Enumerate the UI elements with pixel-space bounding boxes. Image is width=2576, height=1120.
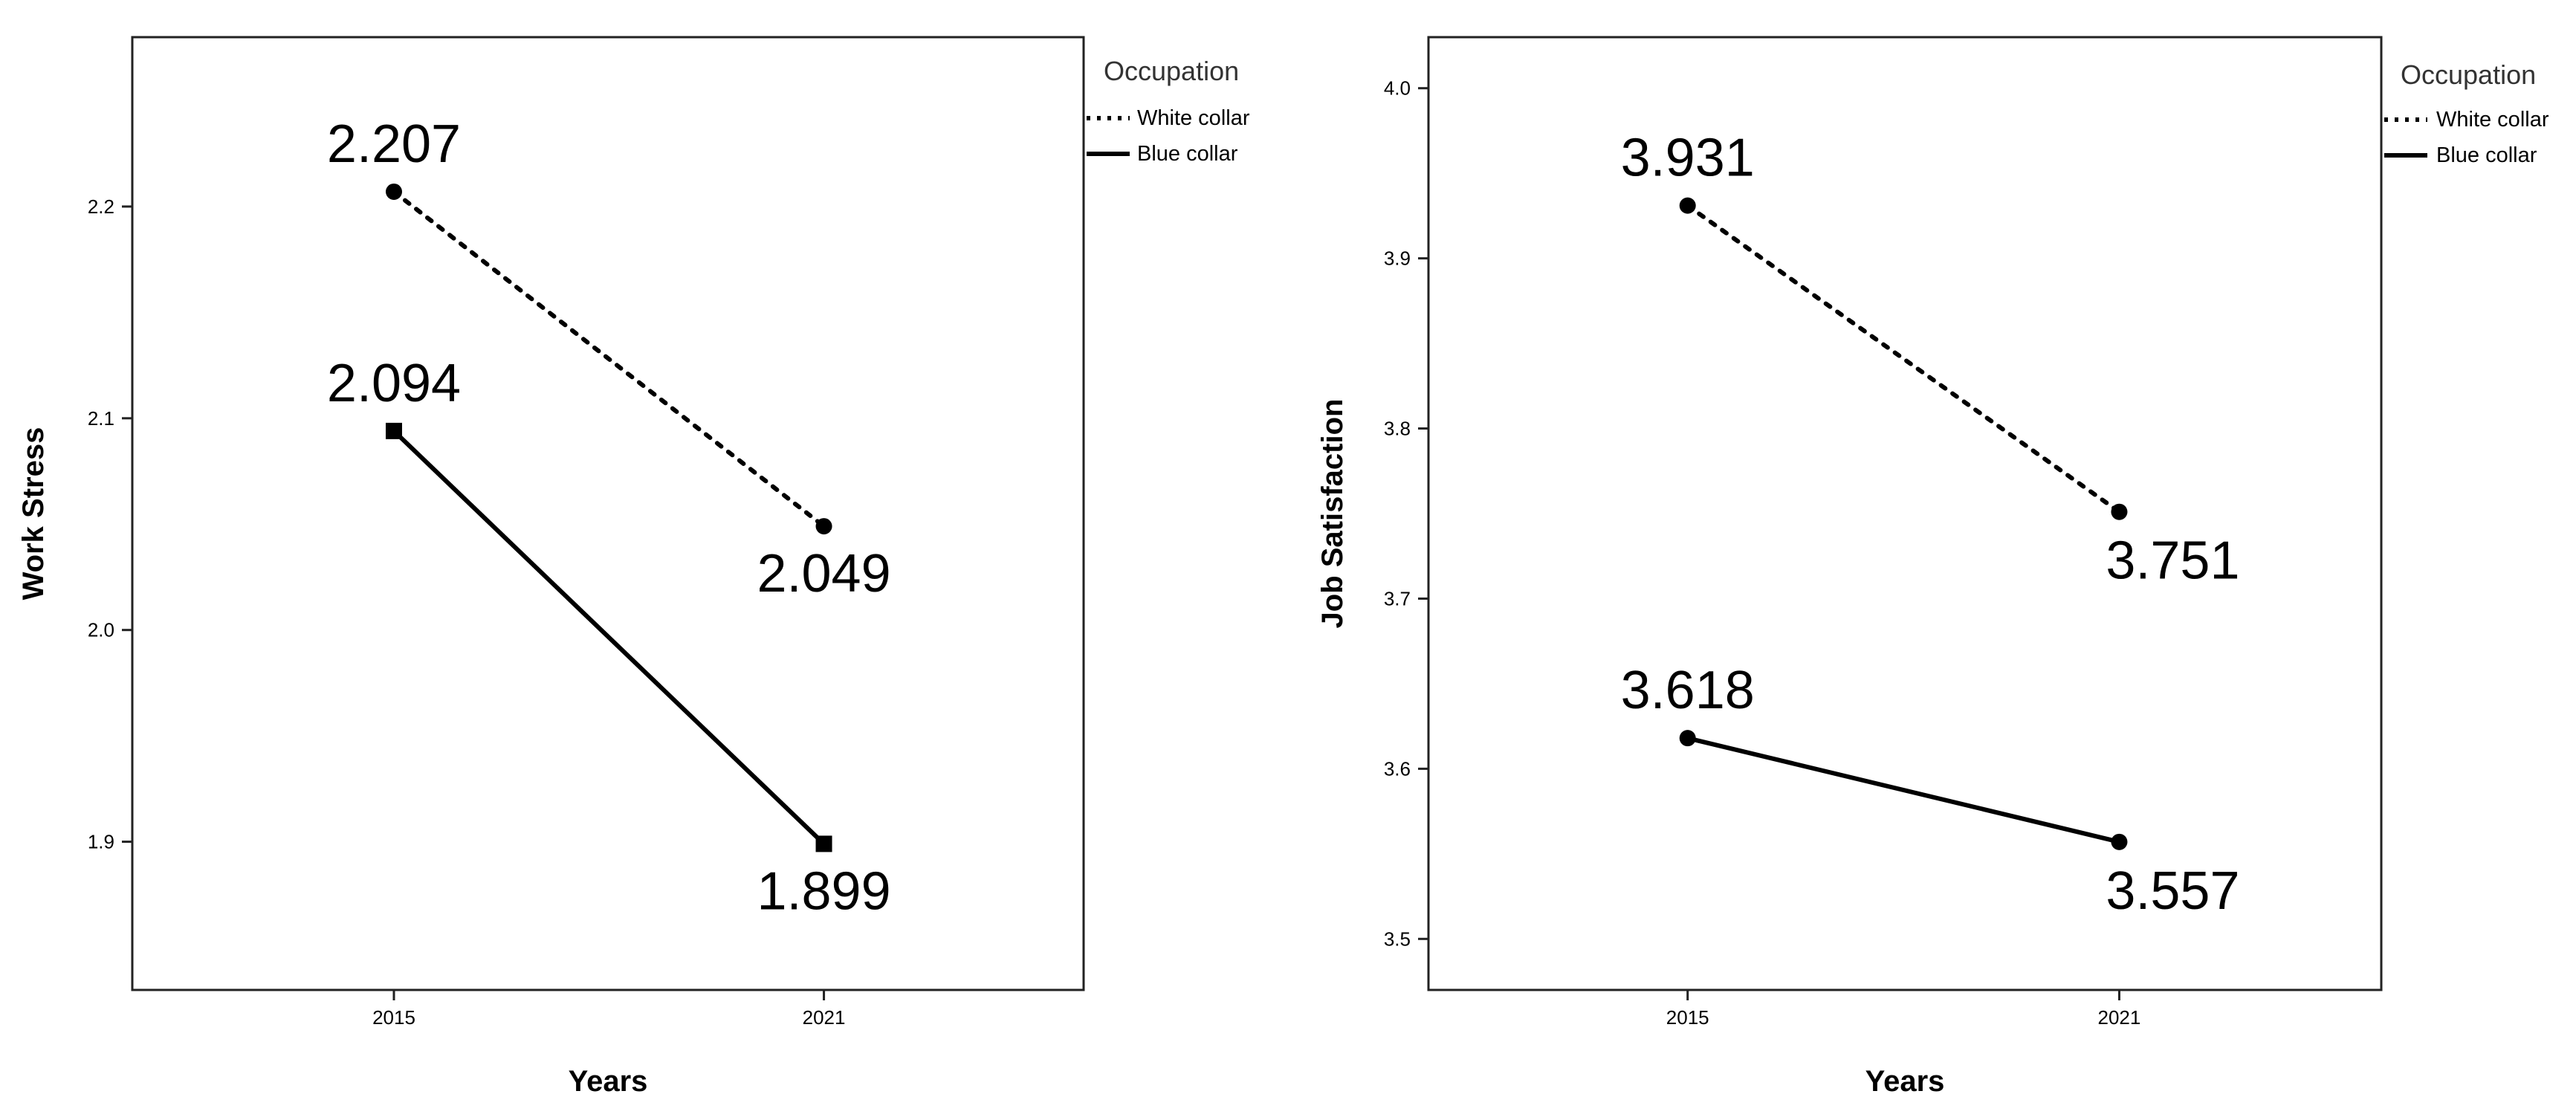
y-tick-label: 3.7 (1384, 587, 1411, 609)
legend-entry-label: White collar (2436, 108, 2549, 132)
series-line (392, 429, 826, 846)
legend: Occupation White collar Blue collar (2384, 59, 2549, 167)
data-label: 2.049 (757, 544, 890, 603)
y-tick-label: 2.0 (88, 619, 114, 641)
data-point-circle (386, 183, 402, 200)
data-point-circle (815, 518, 832, 535)
data-point-square (815, 835, 832, 852)
y-axis-title: Work Stress (17, 427, 50, 601)
chart-1: 1.9 2.0 2.1 2.2 2015 2021 Years Work Stress 2.20… (17, 36, 1250, 1098)
y-tick-label: 3.8 (1384, 418, 1411, 440)
y-tick-label: 3.9 (1384, 247, 1411, 270)
data-point-circle (2111, 503, 2128, 520)
y-tick-label: 3.5 (1384, 928, 1411, 950)
x-tick-label: 2021 (803, 1006, 846, 1029)
y-tick-label: 1.9 (88, 831, 114, 853)
y-tick-label: 2.2 (88, 195, 114, 218)
series-blue-collar: 3.618 3.557 (1621, 661, 2240, 921)
series-white-collar: 2.207 2.049 (327, 114, 891, 603)
data-label: 3.557 (2106, 861, 2239, 921)
x-tick-label: 2015 (372, 1006, 415, 1029)
series-white-collar: 3.931 3.751 (1621, 129, 2240, 591)
data-point-circle (1679, 197, 1696, 214)
x-axis-title: Years (569, 1065, 648, 1098)
legend-entry-label: Blue collar (1137, 142, 1238, 166)
data-label: 2.094 (327, 354, 461, 413)
plot-frame (131, 36, 1085, 991)
data-label: 1.899 (757, 861, 890, 921)
data-point-circle (1679, 730, 1696, 747)
series-line (1687, 736, 2120, 844)
chart-2: 3.5 3.6 3.7 3.8 3.9 4.0 2015 2021 Years Job Satis… (1316, 36, 2549, 1098)
y-tick-label: 2.1 (88, 407, 114, 430)
data-label: 3.618 (1621, 661, 1755, 720)
series-line (1685, 203, 2122, 514)
x-axis-title: Years (1865, 1065, 1945, 1098)
data-point-square (386, 422, 402, 439)
y-tick-label: 4.0 (1384, 77, 1411, 100)
legend-title: Occupation (1104, 56, 1239, 86)
legend-title: Occupation (2401, 59, 2536, 90)
data-label: 3.751 (2106, 531, 2239, 591)
legend: Occupation White collar Blue collar (1087, 56, 1250, 166)
y-tick-label: 3.6 (1384, 757, 1411, 780)
data-label: 3.931 (1621, 129, 1755, 188)
series-blue-collar: 2.094 1.899 (327, 354, 891, 922)
data-label: 2.207 (327, 114, 461, 174)
data-point-circle (2111, 833, 2128, 850)
legend-entry-label: Blue collar (2436, 143, 2537, 167)
legend-entry-label: White collar (1137, 106, 1250, 130)
plot-frame (1427, 36, 2383, 991)
y-axis-title: Job Satisfaction (1316, 399, 1349, 629)
series-line (392, 189, 826, 529)
x-tick-label: 2021 (2098, 1006, 2141, 1029)
x-tick-label: 2015 (1666, 1006, 1709, 1029)
